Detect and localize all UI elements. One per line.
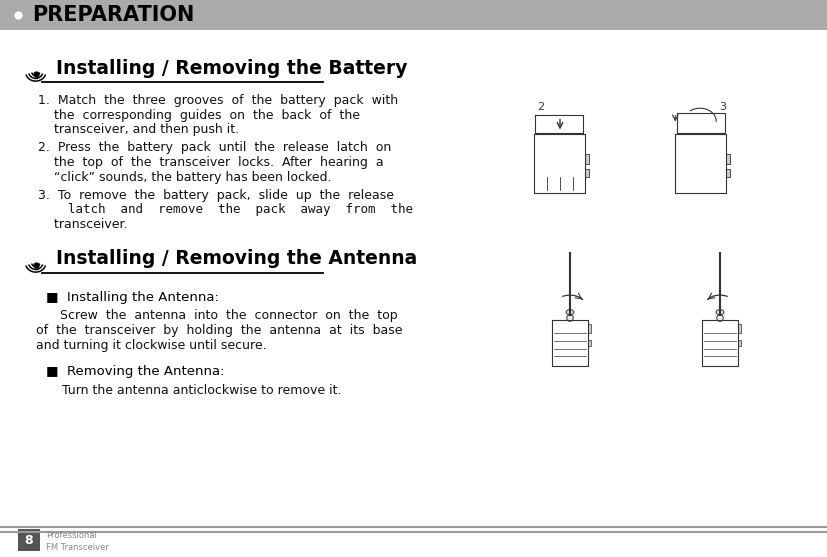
Bar	[0, 0, 827, 30]
Text: 1.  Match  the  three  grooves  of  the  battery  pack  with: 1. Match the three grooves of the batter…	[38, 94, 398, 107]
Text: 2.  Press  the  battery  pack  until  the  release  latch  on: 2. Press the battery pack until the rele…	[38, 141, 391, 154]
Text: transceiver, and then push it.: transceiver, and then push it.	[38, 123, 239, 136]
Circle shape	[717, 315, 724, 321]
Text: 3.  To  remove  the  battery  pack,  slide  up  the  release: 3. To remove the battery pack, slide up …	[38, 189, 394, 202]
Text: FM Transceiver: FM Transceiver	[46, 543, 109, 551]
Ellipse shape	[566, 310, 574, 315]
Text: 2: 2	[538, 101, 544, 111]
Bar	[585, 154, 589, 164]
Bar	[585, 169, 589, 177]
Text: and turning it clockwise until secure.: and turning it clockwise until secure.	[36, 339, 266, 351]
Text: ■  Installing the Antenna:: ■ Installing the Antenna:	[46, 291, 219, 304]
Bar	[588, 340, 591, 346]
Bar	[588, 324, 591, 333]
Text: Installing / Removing the Antenna: Installing / Removing the Antenna	[56, 250, 418, 268]
Circle shape	[566, 315, 573, 321]
Bar	[739, 340, 742, 346]
Text: latch  and  remove  the  pack  away  from  the: latch and remove the pack away from the	[38, 203, 413, 217]
Text: Professional: Professional	[46, 531, 97, 540]
Text: Installing / Removing the Battery: Installing / Removing the Battery	[56, 58, 408, 77]
Text: “click” sounds, the battery has been locked.: “click” sounds, the battery has been loc…	[38, 170, 332, 183]
Text: the  corresponding  guides  on  the  back  of  the: the corresponding guides on the back of …	[38, 109, 360, 121]
Text: 3: 3	[719, 101, 726, 111]
Text: of  the  transceiver  by  holding  the  antenna  at  its  base: of the transceiver by holding the antenn…	[36, 324, 403, 337]
Text: ■  Removing the Antenna:: ■ Removing the Antenna:	[46, 365, 224, 378]
Bar	[726, 154, 730, 164]
Text: Screw  the  antenna  into  the  connector  on  the  top: Screw the antenna into the connector on …	[36, 310, 398, 323]
Text: PREPARATION: PREPARATION	[32, 5, 194, 25]
Text: 8: 8	[25, 534, 33, 546]
Text: transceiver.: transceiver.	[38, 218, 127, 231]
Ellipse shape	[716, 310, 724, 315]
Text: Turn the antenna anticlockwise to remove it.: Turn the antenna anticlockwise to remove…	[46, 384, 342, 397]
Bar	[739, 324, 742, 333]
Bar	[726, 169, 730, 177]
Text: the  top  of  the  transceiver  locks.  After  hearing  a: the top of the transceiver locks. After …	[38, 156, 384, 169]
Bar	[18, 529, 40, 551]
